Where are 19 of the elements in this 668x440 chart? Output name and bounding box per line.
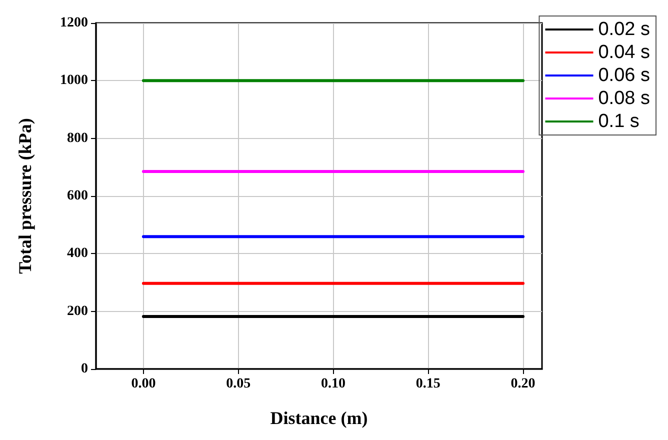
x-tick-label: 0.00	[131, 376, 156, 392]
legend-label: 0.1 s	[598, 111, 640, 132]
legend-label: 0.04 s	[598, 42, 650, 63]
y-tick-label: 600	[67, 188, 88, 204]
x-tick-label: 0.05	[226, 376, 251, 392]
y-tick-label: 400	[67, 246, 88, 262]
y-tick-label: 1200	[60, 16, 88, 30]
y-tick-label: 200	[67, 304, 88, 319]
legend-label: 0.08 s	[598, 88, 650, 109]
y-tick-label: 0	[81, 362, 88, 376]
legend-label: 0.02 s	[598, 19, 650, 40]
x-tick-label: 0.10	[320, 376, 346, 392]
x-axis-title: Distance (m)	[270, 408, 368, 428]
x-tick-label: 0.20	[510, 376, 536, 392]
y-axis-title: Total pressure (kPa)	[15, 118, 35, 274]
x-tick-label: 0.15	[416, 376, 440, 392]
legend-label: 0.06 s	[598, 65, 650, 86]
y-tick-label: 800	[67, 130, 88, 146]
y-tick-label: 1000	[60, 73, 88, 88]
